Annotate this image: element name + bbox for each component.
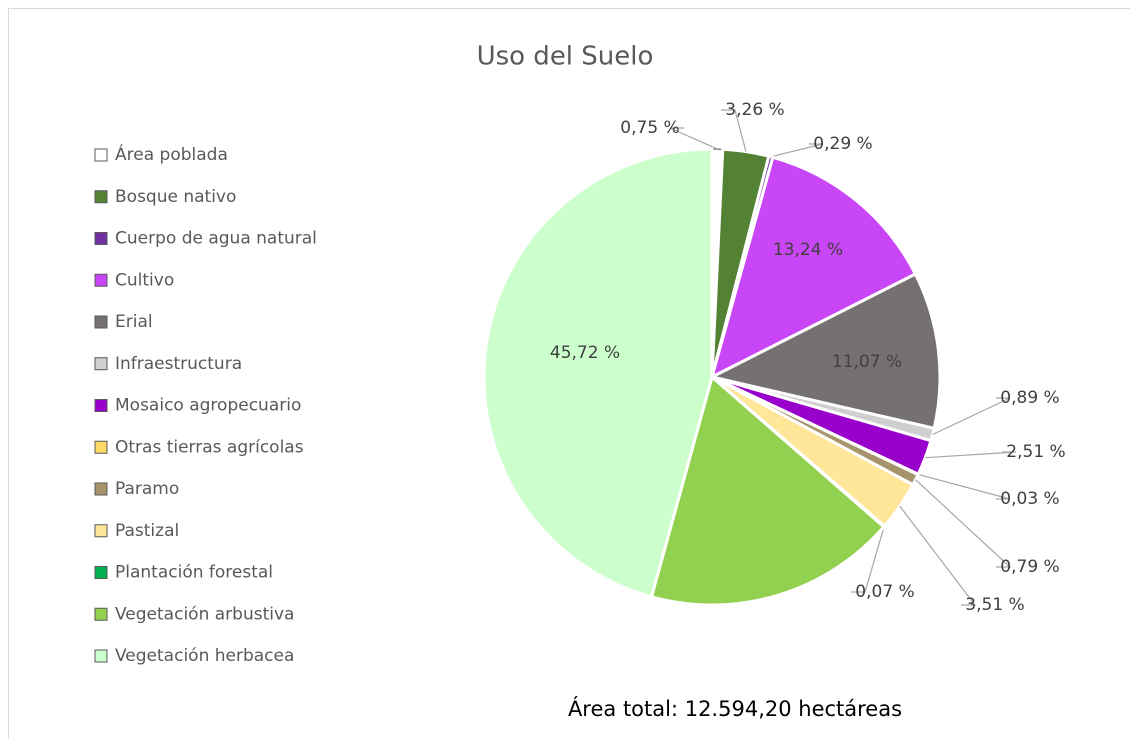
data-label: 0,75 % — [620, 118, 679, 138]
leader-line — [721, 109, 747, 152]
data-label: 2,51 % — [1006, 442, 1065, 462]
legend-label: Vegetación arbustiva — [115, 604, 294, 624]
legend-label: Plantación forestal — [115, 563, 273, 583]
leader-line — [899, 505, 977, 606]
legend-label: Cultivo — [115, 270, 174, 290]
legend-marker — [94, 315, 108, 329]
data-label: 11,07 % — [832, 352, 902, 372]
leader-line — [851, 526, 885, 593]
leader-line — [917, 473, 1011, 500]
pie-slice — [709, 155, 918, 380]
legend-marker — [94, 148, 108, 162]
legend-label: Área poblada — [115, 143, 228, 165]
data-label: 0,29 % — [813, 134, 872, 154]
chart-border — [8, 8, 1130, 739]
legend-label: Infraestructura — [115, 354, 242, 374]
legend-label: Paramo — [115, 479, 179, 499]
pie-slice — [482, 147, 714, 599]
data-label: 3,51 % — [965, 595, 1024, 615]
legend-label: Pastizal — [115, 521, 179, 541]
data-label: 0,79 % — [1000, 557, 1059, 577]
leader-line — [770, 143, 824, 158]
leader-line — [932, 397, 1011, 436]
legend-label: Cuerpo de agua natural — [115, 229, 317, 249]
data-label: 0,07 % — [855, 582, 914, 602]
legend-marker — [94, 524, 108, 538]
legend-label: Mosaico agropecuario — [115, 396, 301, 416]
legend-label: Erial — [115, 312, 153, 332]
pie-slice — [649, 374, 886, 607]
data-label: 0,03 % — [1000, 489, 1059, 509]
data-label: 45,72 % — [550, 343, 620, 363]
data-label: 3,26 % — [725, 100, 784, 120]
legend-marker — [94, 607, 108, 621]
legend-marker — [94, 649, 108, 663]
annotation: Área total: 12.594,20 hectáreas — [568, 696, 902, 721]
legend-marker — [94, 566, 108, 579]
legend-marker — [94, 440, 108, 454]
legend-label: Bosque nativo — [115, 187, 236, 207]
legend-marker — [94, 357, 108, 371]
leader-line — [669, 127, 718, 150]
legend-marker — [94, 399, 108, 412]
data-label: 0,89 % — [1000, 388, 1059, 408]
legend-label: Vegetación herbacea — [115, 646, 294, 666]
legend-marker — [94, 190, 108, 204]
legend-label: Otras tierras agrícolas — [115, 437, 304, 457]
legend-marker — [94, 232, 108, 245]
leader-line — [925, 451, 1017, 459]
legend-marker — [94, 482, 108, 496]
leader-line — [915, 479, 1012, 568]
data-label: 13,24 % — [773, 240, 843, 260]
chart-title: Uso del Suelo — [477, 42, 654, 72]
legend-marker — [94, 273, 108, 287]
